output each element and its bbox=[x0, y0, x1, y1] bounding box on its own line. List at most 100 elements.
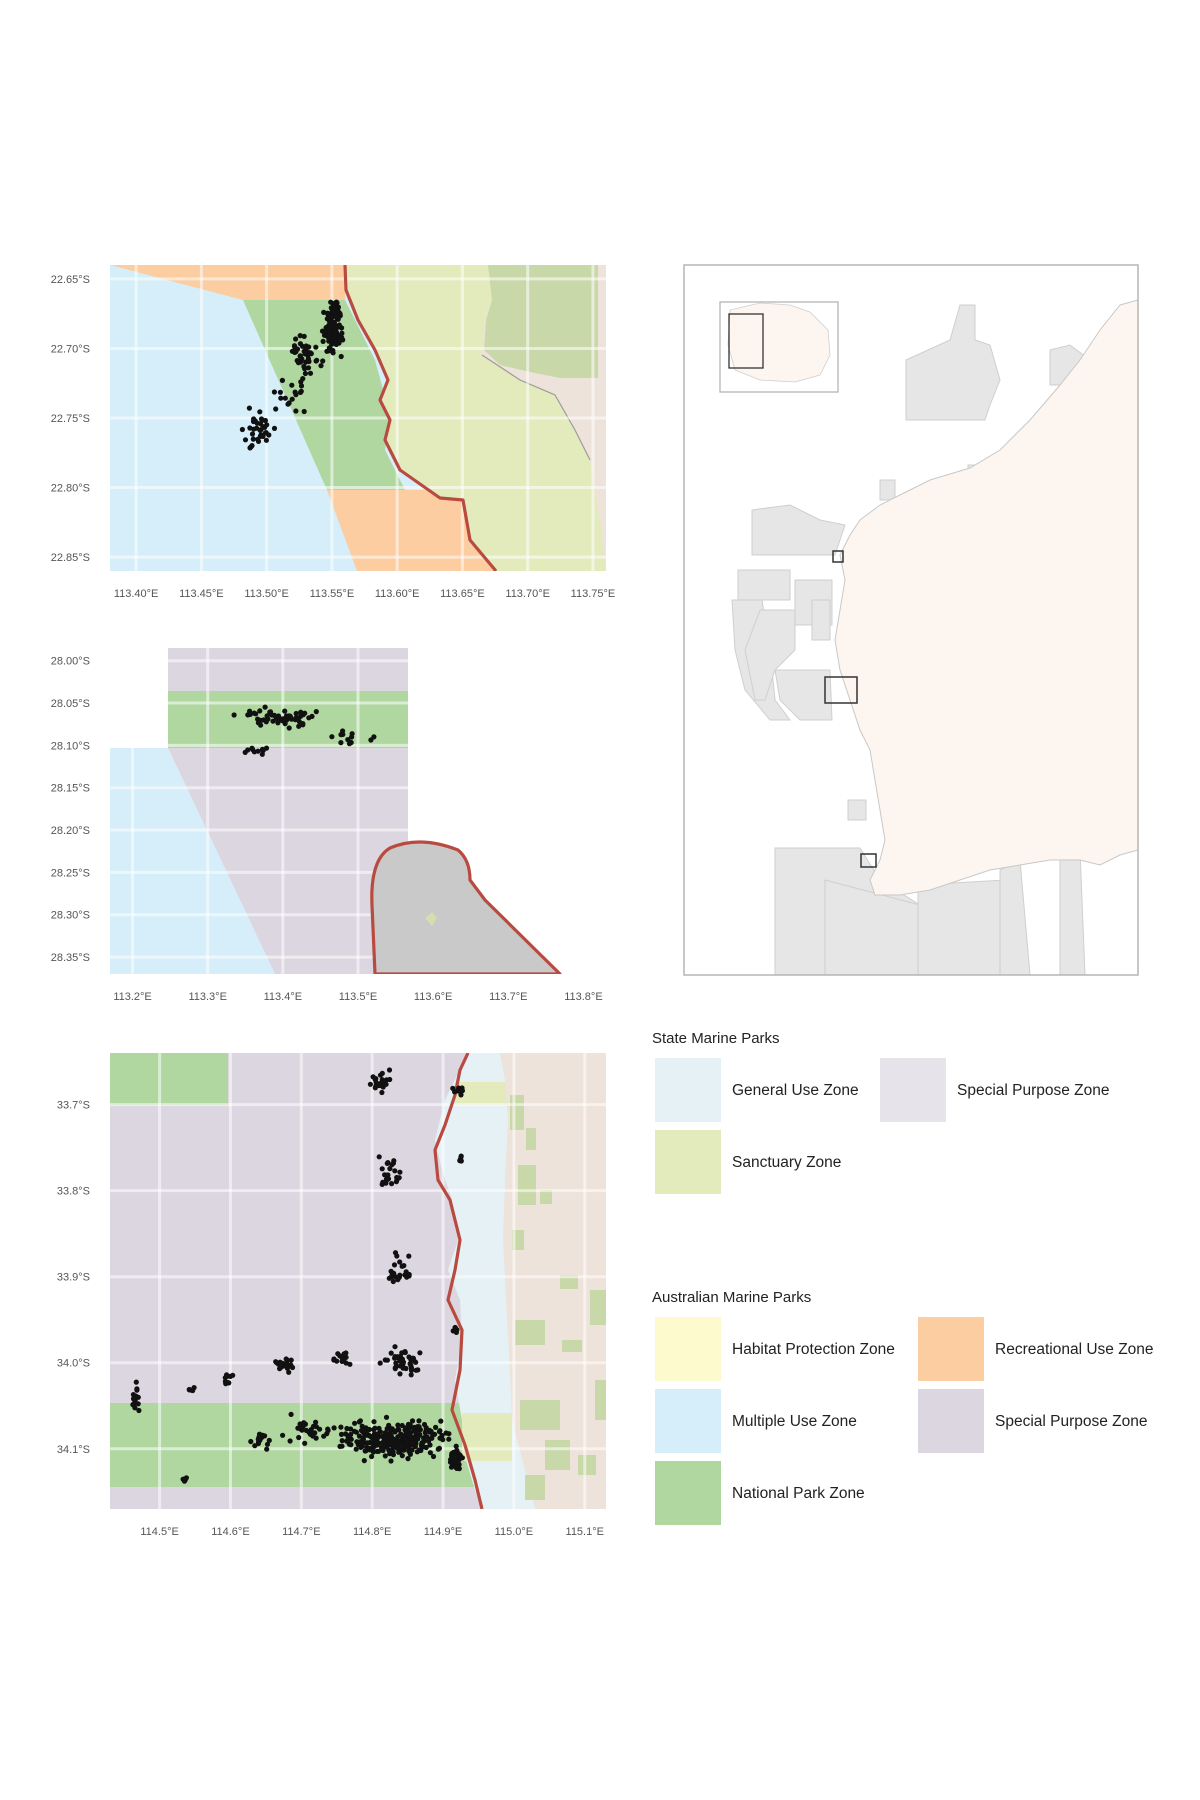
sighting-point bbox=[389, 1181, 395, 1187]
sighting-point bbox=[430, 1432, 436, 1438]
sighting-point bbox=[452, 1325, 458, 1331]
sighting-point bbox=[398, 1431, 404, 1437]
sighting-point bbox=[338, 353, 344, 360]
sighting-point bbox=[249, 431, 256, 437]
sighting-point bbox=[380, 1440, 386, 1446]
sighting-point bbox=[292, 717, 298, 723]
national-park-zone-area bbox=[110, 1053, 228, 1105]
sighting-point bbox=[392, 1250, 399, 1256]
sighting-point bbox=[248, 1438, 254, 1445]
sighting-point bbox=[395, 1427, 401, 1433]
sighting-point bbox=[314, 357, 320, 363]
sighting-point bbox=[135, 1401, 141, 1407]
y-tick-label: 28.30°S bbox=[51, 910, 90, 922]
sighting-point bbox=[413, 1359, 419, 1365]
sighting-point bbox=[293, 710, 299, 717]
sighting-point bbox=[356, 1419, 362, 1425]
x-tick-label: 113.4°E bbox=[264, 991, 302, 1003]
sighting-point bbox=[344, 1425, 350, 1432]
sighting-point bbox=[295, 1425, 301, 1431]
sighting-point bbox=[282, 708, 288, 714]
sighting-point bbox=[366, 1432, 372, 1438]
sighting-point bbox=[301, 1422, 307, 1428]
x-tick-label: 113.65°E bbox=[440, 588, 485, 600]
legend-item-multiple-use-zone: Multiple Use Zone bbox=[655, 1389, 857, 1453]
sanctuary-zone-area bbox=[462, 1413, 512, 1461]
sighting-point bbox=[389, 1162, 395, 1168]
sighting-point bbox=[403, 1269, 409, 1275]
sighting-point bbox=[383, 1434, 389, 1440]
map-panel-abrolhos: 113.2°E 113.3°E 113.4°E 113.5°E 113.6°E 113.7… bbox=[51, 648, 606, 1003]
legend-item-recreational-use-zone: Recreational Use Zone bbox=[918, 1317, 1154, 1381]
sighting-point bbox=[384, 1160, 390, 1166]
sighting-point bbox=[328, 305, 334, 311]
x-tick-label: 113.6°E bbox=[414, 991, 452, 1003]
x-tick-label: 113.5°E bbox=[339, 991, 377, 1003]
sighting-point bbox=[191, 1385, 197, 1391]
sighting-point bbox=[134, 1386, 140, 1392]
sighting-point bbox=[299, 1427, 305, 1433]
legend-item-habitat-protection-zone: Habitat Protection Zone bbox=[655, 1317, 895, 1381]
sighting-point bbox=[339, 1438, 345, 1444]
sighting-point bbox=[406, 1253, 412, 1259]
sighting-point bbox=[451, 1450, 457, 1456]
sighting-point bbox=[257, 421, 264, 427]
sighting-point bbox=[320, 338, 326, 344]
sighting-point bbox=[380, 1447, 386, 1454]
sighting-point bbox=[359, 1423, 365, 1429]
sighting-point bbox=[273, 406, 279, 412]
sighting-point bbox=[397, 1169, 403, 1175]
sighting-point bbox=[266, 1437, 272, 1443]
y-axis-ticks: 22.65°S 22.70°S 22.75°S 22.80°S 22.85°S bbox=[51, 274, 90, 564]
sighting-point bbox=[328, 324, 334, 330]
sighting-point bbox=[412, 1444, 418, 1450]
sighting-point bbox=[403, 1425, 409, 1431]
sighting-point bbox=[376, 1448, 382, 1454]
x-axis-ticks: 113.2°E 113.3°E 113.4°E 113.5°E 113.6°E 113.7… bbox=[113, 991, 602, 1003]
sighting-point bbox=[298, 383, 305, 389]
sighting-point bbox=[279, 377, 285, 383]
sighting-point bbox=[336, 324, 342, 330]
sighting-point bbox=[343, 1350, 349, 1356]
sighting-point bbox=[338, 740, 344, 746]
sighting-point bbox=[402, 1443, 408, 1449]
y-tick-label: 22.70°S bbox=[51, 343, 90, 355]
sighting-point bbox=[186, 1386, 192, 1393]
sighting-point bbox=[297, 389, 304, 395]
sighting-point bbox=[284, 1360, 290, 1366]
sighting-point bbox=[302, 710, 308, 716]
sighting-point bbox=[387, 1166, 393, 1172]
legend-item-general-use-zone: General Use Zone bbox=[655, 1058, 859, 1122]
sighting-point bbox=[327, 346, 333, 353]
sighting-point bbox=[395, 1444, 401, 1450]
sighting-point bbox=[417, 1431, 423, 1438]
sighting-point bbox=[289, 396, 295, 402]
sighting-point bbox=[298, 379, 304, 385]
sighting-point bbox=[278, 395, 284, 401]
legend-swatch bbox=[655, 1389, 721, 1453]
sighting-point bbox=[247, 425, 253, 431]
sighting-point bbox=[379, 1166, 385, 1172]
sighting-point bbox=[328, 330, 334, 336]
sighting-point bbox=[399, 1350, 405, 1356]
sighting-point bbox=[284, 1365, 290, 1371]
sighting-point bbox=[305, 365, 312, 371]
y-tick-label: 28.35°S bbox=[51, 952, 90, 964]
overview-inset bbox=[719, 301, 839, 393]
sighting-point bbox=[338, 1424, 344, 1430]
x-tick-label: 114.6°E bbox=[211, 1526, 249, 1538]
sighting-point bbox=[310, 1433, 316, 1439]
sighting-point bbox=[367, 1081, 373, 1087]
x-tick-label: 114.5°E bbox=[140, 1526, 178, 1538]
legend-title-australian: Australian Marine Parks bbox=[652, 1289, 811, 1306]
sighting-point bbox=[453, 1329, 459, 1335]
sighting-point bbox=[364, 1444, 370, 1450]
sighting-point bbox=[370, 1449, 376, 1455]
sighting-point bbox=[403, 1365, 409, 1372]
sighting-point bbox=[331, 309, 337, 315]
sighting-points bbox=[130, 1067, 465, 1484]
sighting-point bbox=[265, 716, 271, 722]
sighting-point bbox=[426, 1438, 432, 1444]
sighting-point bbox=[222, 1375, 228, 1381]
y-tick-label: 33.9°S bbox=[57, 1272, 90, 1284]
